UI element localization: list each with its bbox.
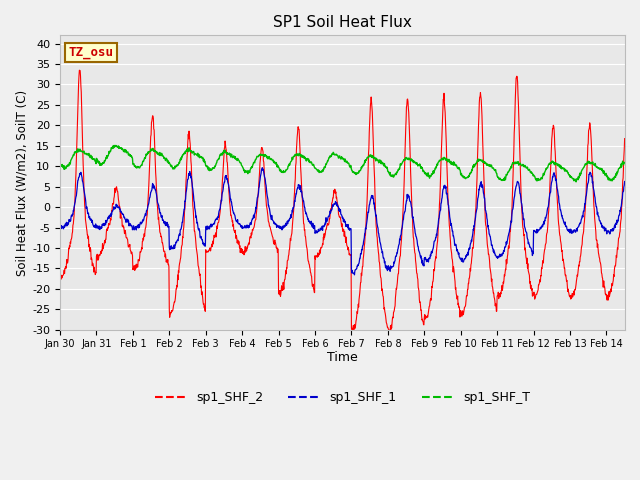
- Legend: sp1_SHF_2, sp1_SHF_1, sp1_SHF_T: sp1_SHF_2, sp1_SHF_1, sp1_SHF_T: [150, 386, 535, 409]
- Line: sp1_SHF_1: sp1_SHF_1: [60, 168, 625, 275]
- sp1_SHF_T: [122, 148, 129, 154]
- sp1_SHF_T: [572, 179, 580, 185]
- sp1_SHF_2: [122, 230, 129, 236]
- sp1_SHF_1: [386, 264, 394, 270]
- sp1_SHF_T: [409, 159, 417, 165]
- Text: TZ_osu: TZ_osu: [68, 46, 113, 59]
- sp1_SHF_2: [317, 245, 325, 251]
- sp1_SHF_1: [317, 226, 325, 232]
- sp1_SHF_1: [410, 216, 417, 222]
- sp1_SHF_T: [317, 169, 325, 175]
- sp1_SHF_T: [56, 158, 64, 164]
- sp1_SHF_2: [621, 136, 628, 142]
- sp1_SHF_T: [561, 167, 569, 173]
- sp1_SHF_2: [385, 327, 393, 333]
- Y-axis label: Soil Heat Flux (W/m2), SoilT (C): Soil Heat Flux (W/m2), SoilT (C): [15, 89, 28, 276]
- Line: sp1_SHF_T: sp1_SHF_T: [60, 145, 625, 182]
- Line: sp1_SHF_2: sp1_SHF_2: [60, 70, 625, 332]
- sp1_SHF_2: [386, 329, 394, 335]
- sp1_SHF_1: [259, 165, 266, 170]
- sp1_SHF_2: [68, 235, 76, 240]
- sp1_SHF_1: [351, 272, 358, 278]
- sp1_SHF_T: [68, 156, 76, 161]
- sp1_SHF_1: [122, 216, 129, 222]
- sp1_SHF_T: [385, 171, 393, 177]
- sp1_SHF_1: [621, 179, 628, 184]
- X-axis label: Time: Time: [327, 351, 358, 364]
- sp1_SHF_T: [621, 160, 628, 166]
- sp1_SHF_2: [562, 272, 570, 278]
- sp1_SHF_T: [111, 143, 119, 148]
- sp1_SHF_1: [56, 223, 64, 228]
- sp1_SHF_1: [562, 224, 570, 229]
- sp1_SHF_1: [68, 212, 76, 218]
- sp1_SHF_2: [410, 234, 417, 240]
- Title: SP1 Soil Heat Flux: SP1 Soil Heat Flux: [273, 15, 412, 30]
- sp1_SHF_2: [56, 270, 64, 276]
- sp1_SHF_2: [76, 67, 83, 73]
